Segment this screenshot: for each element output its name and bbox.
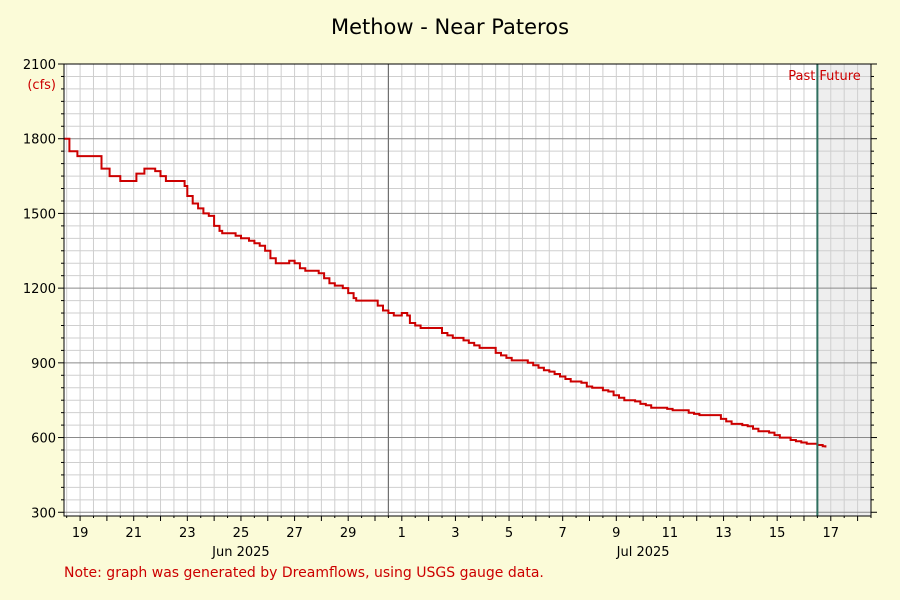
- y-tick-label: 2100: [23, 58, 56, 73]
- x-tick-label: 3: [451, 526, 459, 541]
- y-tick-label: 1800: [23, 133, 56, 148]
- x-tick-label: 25: [233, 526, 250, 541]
- footnote: Note: graph was generated by Dreamflows,…: [64, 565, 544, 581]
- x-tick-label: 5: [505, 526, 513, 541]
- future-label: Future: [819, 69, 860, 84]
- y-tick-label: 1500: [23, 207, 56, 222]
- x-tick-label: 21: [125, 526, 142, 541]
- x-tick-label: 17: [823, 526, 840, 541]
- month-label: Jun 2025: [211, 545, 270, 560]
- past-label: Past: [788, 69, 815, 84]
- x-tick-label: 13: [715, 526, 732, 541]
- x-tick-label: 9: [612, 526, 620, 541]
- x-tick-label: 29: [340, 526, 357, 541]
- y-tick-label: 900: [31, 357, 56, 372]
- month-label: Jul 2025: [616, 545, 670, 560]
- x-tick-label: 15: [769, 526, 786, 541]
- plot-border: [63, 63, 872, 517]
- flow-series-line: [64, 137, 827, 448]
- y-tick-label: 1200: [23, 282, 56, 297]
- chart-title: Methow - Near Pateros: [331, 15, 569, 39]
- x-tick-label: 23: [179, 526, 196, 541]
- y-tick-label: 300: [31, 506, 56, 521]
- x-tick-label: 11: [662, 526, 679, 541]
- x-tick-label: 7: [559, 526, 567, 541]
- x-tick-label: 27: [286, 526, 303, 541]
- x-tick-label: 19: [72, 526, 89, 541]
- y-tick-label: 600: [31, 432, 56, 447]
- x-tick-label: 1: [398, 526, 406, 541]
- y-axis-unit-label: (cfs): [27, 78, 56, 93]
